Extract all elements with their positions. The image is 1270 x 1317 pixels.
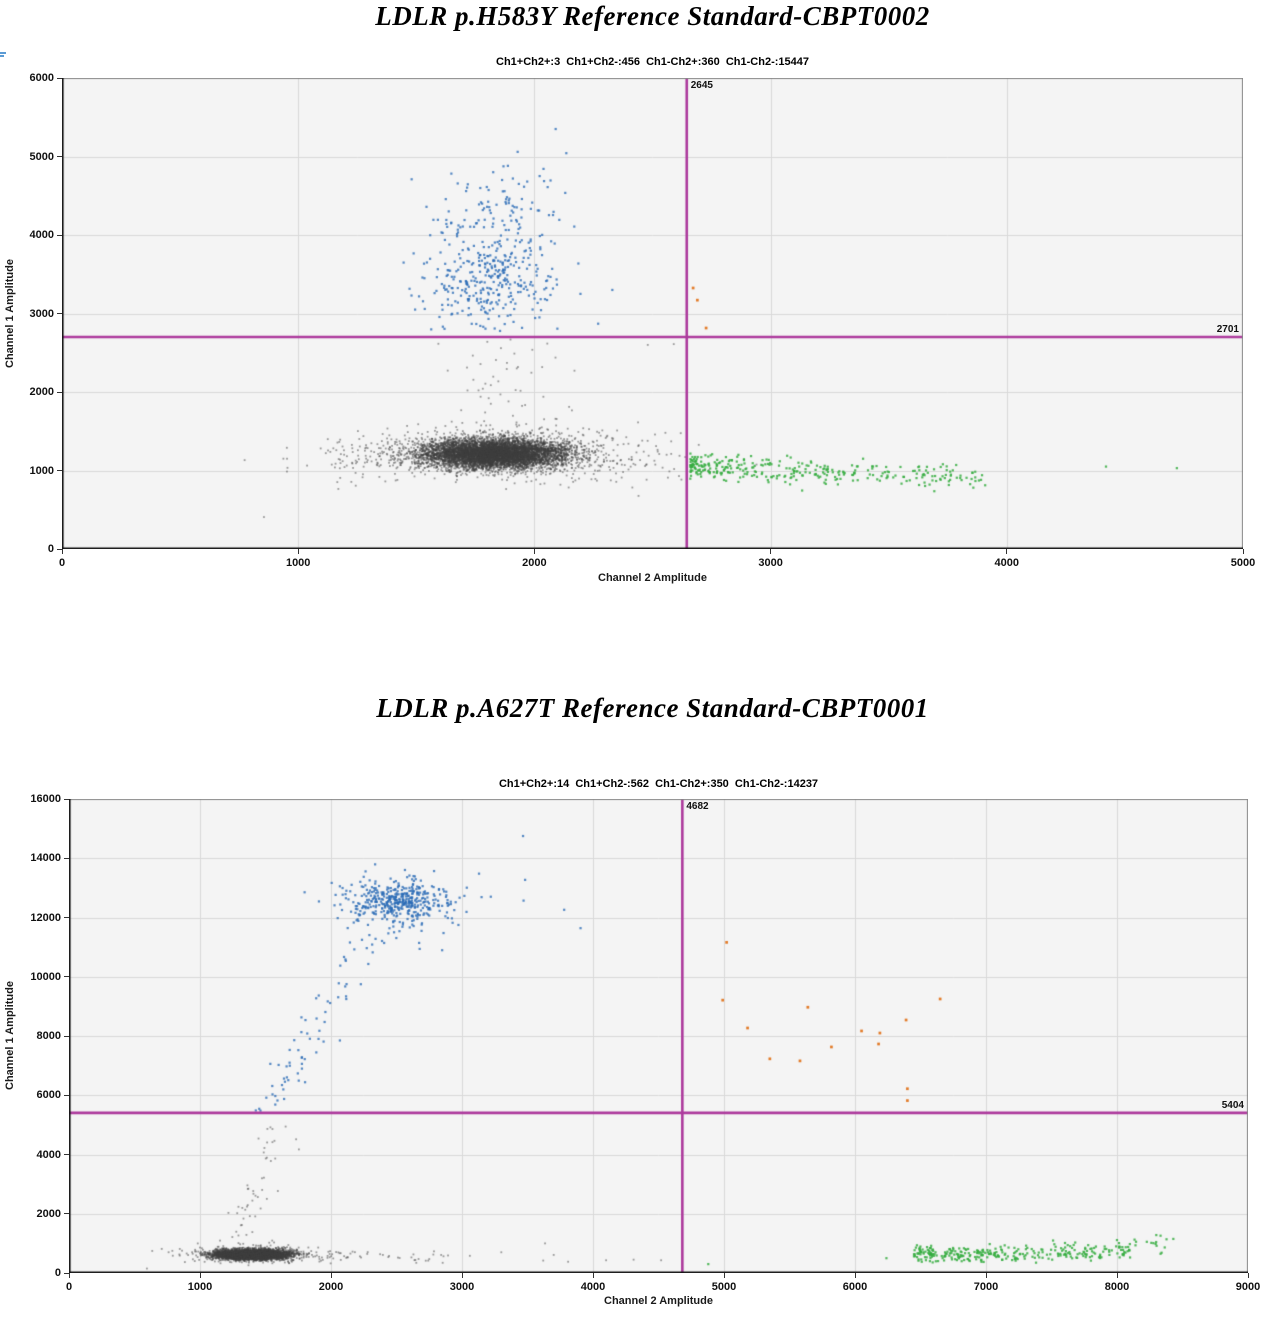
y-axis-tick [64, 798, 69, 800]
y-tick-label: 4000 [36, 1148, 61, 1161]
y-axis-tick [64, 917, 69, 918]
y-tick-label: 16000 [30, 793, 61, 805]
y-tick-label: 8000 [36, 1030, 61, 1042]
y-tick-label: 5000 [29, 150, 54, 163]
x-axis-tick [1247, 1273, 1249, 1278]
x-tick-label: 1000 [285, 557, 311, 569]
chart-title-1: LDLR p.H583Y Reference Standard-CBPT0002 [375, 1, 930, 31]
y-tick-label: 6000 [36, 1089, 61, 1102]
x-tick-label: 3000 [449, 1281, 475, 1293]
y-tick-label: 3000 [29, 307, 54, 320]
chart-title-2: LDLR p.A627T Reference Standard-CBPT0001 [376, 693, 929, 723]
stray-blue-mark [0, 52, 6, 60]
ch2-threshold-value: 2645 [690, 80, 713, 91]
y-tick-label: 1000 [29, 464, 54, 477]
x-tick-label: 5000 [1230, 557, 1256, 569]
x-axis-tick [1242, 549, 1244, 554]
y-axis-tick [57, 391, 62, 393]
y-axis-tick [64, 976, 69, 978]
ch2-threshold-value: 4682 [686, 801, 709, 812]
x-tick-label: 4000 [994, 557, 1020, 569]
x-tick-label: 3000 [758, 557, 783, 569]
y-axis-tick [57, 313, 62, 314]
y-axis-tick [64, 1213, 69, 1215]
y-tick-label: 2000 [36, 1207, 61, 1220]
x-tick-label: 4000 [580, 1281, 606, 1293]
x-tick-label: 6000 [842, 1281, 868, 1293]
x-axis-tick [68, 1273, 70, 1278]
y-tick-label: 10000 [30, 970, 61, 983]
x-axis-title-2: Channel 2 Amplitude [604, 1295, 713, 1307]
y-axis-tick [57, 234, 62, 236]
ch1-threshold-value: 2701 [1216, 323, 1239, 335]
x-axis-tick [297, 549, 299, 554]
y-tick-label: 2000 [29, 386, 54, 398]
y-axis-tick [64, 857, 69, 859]
x-axis-tick [199, 1273, 201, 1278]
x-axis-tick [1006, 549, 1008, 554]
scatter-plot-area-2 [69, 799, 1248, 1273]
y-tick-label: 0 [54, 1267, 61, 1279]
x-tick-label: 7000 [973, 1281, 999, 1293]
y-axis-tick [57, 77, 62, 79]
y-axis-tick [64, 1154, 69, 1155]
y-tick-label: 6000 [29, 72, 54, 84]
x-axis-tick [461, 1273, 463, 1278]
x-axis-tick [985, 1273, 987, 1278]
x-tick-label: 8000 [1104, 1281, 1130, 1293]
x-axis-tick [854, 1273, 856, 1278]
x-axis-tick [61, 549, 63, 554]
x-axis-tick [723, 1273, 725, 1278]
x-axis-tick [330, 1273, 332, 1278]
x-tick-label: 2000 [318, 1281, 344, 1293]
x-tick-label: 9000 [1235, 1281, 1261, 1293]
x-axis-title-1: Channel 2 Amplitude [598, 572, 707, 584]
y-tick-label: 0 [47, 543, 54, 555]
y-axis-tick [57, 548, 62, 550]
y-axis-tick [57, 156, 62, 157]
x-tick-label: 0 [65, 1281, 73, 1293]
y-axis-tick [64, 1272, 69, 1274]
x-tick-label: 2000 [522, 557, 547, 569]
x-axis-tick [592, 1273, 594, 1278]
y-axis-tick [64, 1094, 69, 1096]
y-tick-label: 4000 [29, 229, 54, 241]
scatter-plot-area-1 [62, 78, 1243, 549]
quadrant-counts-subtitle-2: Ch1+Ch2+:14 Ch1+Ch2-:562 Ch1-Ch2+:350 Ch… [498, 778, 819, 790]
quadrant-counts-subtitle-1: Ch1+Ch2+:3 Ch1+Ch2-:456 Ch1-Ch2+:360 Ch1… [496, 56, 809, 68]
x-tick-label: 5000 [711, 1281, 737, 1293]
x-tick-label: 0 [58, 557, 66, 569]
y-tick-label: 12000 [30, 911, 61, 924]
x-tick-label: 1000 [187, 1281, 213, 1293]
x-axis-tick [770, 549, 772, 554]
x-axis-tick [533, 549, 535, 554]
y-axis-tick [64, 1035, 69, 1037]
y-tick-label: 14000 [30, 852, 61, 865]
x-axis-tick [1116, 1273, 1118, 1278]
y-axis-tick [57, 470, 62, 471]
ch1-threshold-value: 5404 [1221, 1099, 1244, 1111]
